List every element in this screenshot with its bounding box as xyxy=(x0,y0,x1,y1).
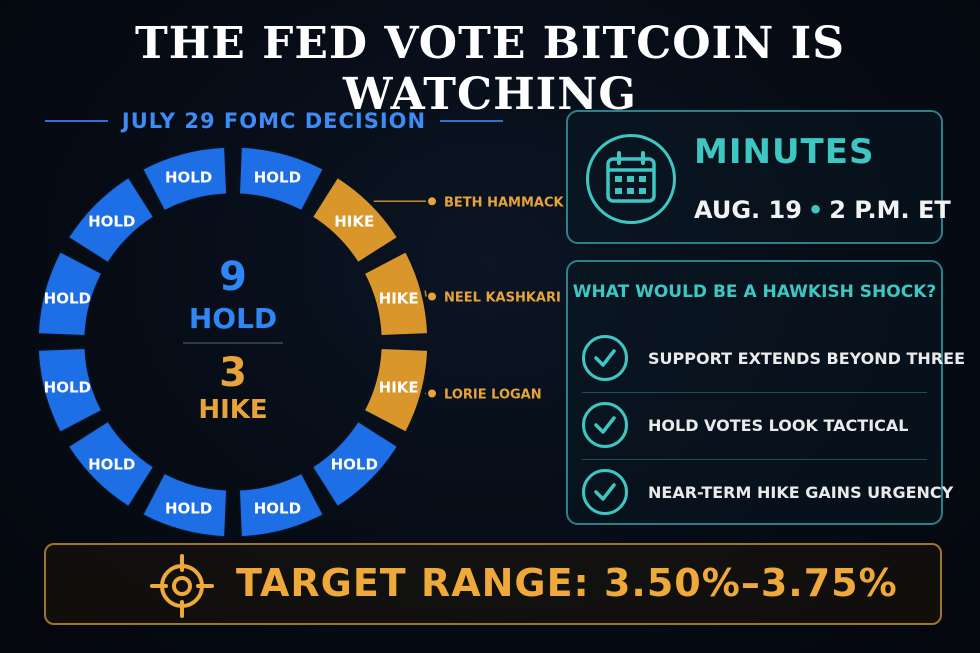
minutes-title: MINUTES xyxy=(694,132,875,172)
shock-divider xyxy=(582,392,927,393)
heading-line-left xyxy=(45,120,108,122)
vote-segment-label: HOLD xyxy=(254,168,301,186)
vote-segment-label: HIKE xyxy=(379,378,419,396)
shock-divider xyxy=(582,459,927,460)
vote-segment-label: HOLD xyxy=(88,455,135,473)
vote-segment-hike xyxy=(311,176,399,264)
check-icon xyxy=(582,469,628,515)
page-title: THE FED VOTE BITCOIN IS WATCHING xyxy=(134,18,846,120)
vote-segment-label: HIKE xyxy=(334,213,374,231)
target-range-text: TARGET RANGE: 3.50%–3.75% xyxy=(236,561,898,605)
vote-segment-label: HOLD xyxy=(44,290,91,308)
hike-voter-name: NEEL KASHKARI xyxy=(444,290,561,305)
shock-item: NEAR-TERM HIKE GAINS URGENCY xyxy=(582,464,953,520)
vote-segment-hike xyxy=(363,250,429,337)
hold-count: 9 xyxy=(219,254,247,300)
target-range-banner: TARGET RANGE: 3.50%–3.75% xyxy=(44,543,942,625)
minutes-date: AUG. 19 • 2 P.M. ET xyxy=(694,196,951,224)
shock-title: WHAT WOULD BE A HAWKISH SHOCK? xyxy=(572,282,937,302)
crosshair-icon xyxy=(150,554,214,618)
check-icon xyxy=(582,335,628,381)
hawkish-shock-panel: WHAT WOULD BE A HAWKISH SHOCK? SUPPORT E… xyxy=(566,260,965,525)
vote-segment-label: HOLD xyxy=(44,378,91,396)
vote-segment-hold xyxy=(238,472,325,538)
heading-line-right xyxy=(440,120,503,122)
shock-item-label: HOLD VOTES LOOK TACTICAL xyxy=(648,415,909,435)
shock-item-label: SUPPORT EXTENDS BEYOND THREE xyxy=(648,348,965,368)
shock-item: SUPPORT EXTENDS BEYOND THREE xyxy=(582,330,965,386)
calendar-icon xyxy=(586,134,676,224)
vote-segment-hold xyxy=(311,420,399,508)
vote-segment-label: HIKE xyxy=(379,290,419,308)
vote-segment-hold xyxy=(141,146,228,212)
minutes-date-separator: • xyxy=(807,196,824,224)
callout-dot xyxy=(428,197,436,206)
shock-item-label: NEAR-TERM HIKE GAINS URGENCY xyxy=(648,482,954,502)
hold-label: HOLD xyxy=(189,302,277,335)
wheel-heading-text: JULY 29 FOMC DECISION xyxy=(121,109,427,133)
hike-voter-name: LORIE LOGAN xyxy=(444,388,542,403)
hike-label: HIKE xyxy=(198,395,267,425)
minutes-panel: MINUTES AUG. 19 • 2 P.M. ET xyxy=(566,110,951,244)
vote-segment-label: HOLD xyxy=(331,455,378,473)
vote-segment-hold xyxy=(141,472,228,538)
callout-line xyxy=(424,290,427,297)
vote-segment-label: HOLD xyxy=(88,213,135,231)
minutes-date-day: AUG. 19 xyxy=(694,196,802,224)
callout-dot xyxy=(428,292,436,301)
vote-segment-hold xyxy=(67,420,155,508)
hike-voter-name: BETH HAMMACK xyxy=(444,195,564,210)
vote-segment-label: HOLD xyxy=(254,500,301,518)
vote-segment-hold xyxy=(37,250,103,337)
vote-segment-label: HOLD xyxy=(165,168,212,186)
hike-count: 3 xyxy=(219,350,247,396)
wheel-heading: JULY 29 FOMC DECISION xyxy=(45,106,503,136)
shock-item: HOLD VOTES LOOK TACTICAL xyxy=(582,397,927,453)
vote-segment-hold xyxy=(67,176,155,264)
vote-segment-hold xyxy=(238,146,325,212)
callout-dot xyxy=(428,389,436,398)
vote-segment-label: HOLD xyxy=(165,500,212,518)
vote-segment-hike xyxy=(363,347,429,434)
minutes-date-time: 2 P.M. ET xyxy=(829,196,951,224)
check-icon xyxy=(582,402,628,448)
vote-segment-hold xyxy=(37,347,103,434)
